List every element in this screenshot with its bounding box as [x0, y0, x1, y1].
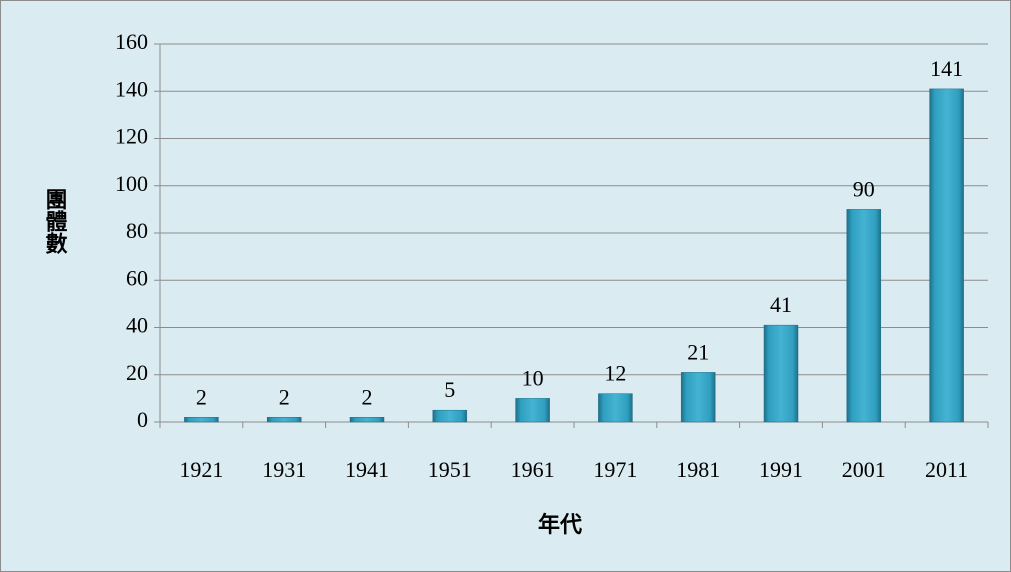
x-tick-label: 1981	[676, 457, 720, 482]
y-tick-label: 120	[115, 124, 148, 149]
data-label: 12	[604, 361, 626, 386]
data-label: 41	[770, 292, 792, 317]
bar	[515, 398, 550, 423]
data-label: 10	[522, 365, 544, 390]
bar	[266, 417, 302, 423]
x-tick-label: 1991	[759, 457, 803, 482]
data-label: 90	[853, 176, 875, 201]
y-tick-label: 40	[126, 313, 148, 338]
x-tick-label: 1951	[428, 457, 472, 482]
bar	[432, 409, 468, 423]
bar	[929, 88, 964, 423]
bar	[598, 393, 633, 423]
data-label: 2	[279, 384, 290, 409]
bar	[680, 372, 716, 423]
y-tick-label: 0	[137, 407, 148, 432]
bar	[184, 417, 219, 423]
x-tick-label: 2011	[925, 457, 968, 482]
bar	[846, 209, 882, 423]
data-label: 2	[362, 384, 373, 409]
data-label: 2	[196, 384, 207, 409]
x-tick-label: 2001	[842, 457, 886, 482]
y-tick-label: 160	[115, 29, 148, 54]
bar	[349, 417, 385, 423]
data-label: 141	[930, 56, 963, 81]
y-tick-label: 100	[115, 171, 148, 196]
x-tick-label: 1971	[593, 457, 637, 482]
x-axis-label: 年代	[538, 512, 582, 538]
y-tick-label: 60	[126, 265, 148, 290]
data-label: 21	[687, 339, 709, 364]
y-tick-label: 140	[115, 76, 148, 101]
data-label: 5	[444, 377, 455, 402]
x-tick-label: 1921	[179, 457, 223, 482]
y-axis-label: 團體數	[42, 188, 68, 255]
y-tick-label: 20	[126, 360, 148, 385]
y-tick-label: 80	[126, 218, 148, 243]
x-tick-label: 1941	[345, 457, 389, 482]
x-tick-label: 1931	[262, 457, 306, 482]
bar	[763, 324, 799, 423]
x-tick-label: 1961	[511, 457, 555, 482]
